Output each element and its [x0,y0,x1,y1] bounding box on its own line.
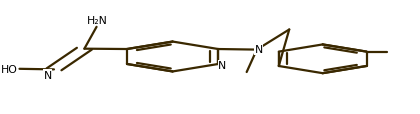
Text: H₂N: H₂N [87,16,108,26]
Text: N: N [218,61,226,70]
Text: N: N [44,70,52,80]
Text: N: N [255,45,263,54]
Text: HO: HO [0,64,18,74]
